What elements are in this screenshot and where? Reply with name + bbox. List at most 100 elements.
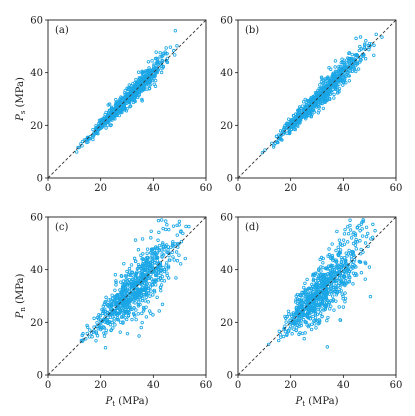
data-point (331, 87, 335, 92)
data-point (331, 263, 335, 268)
data-point (80, 139, 85, 144)
data-point (364, 225, 369, 230)
x-tick-label: 0 (235, 183, 241, 194)
data-point (173, 242, 177, 246)
data-point (183, 256, 187, 261)
data-point (328, 307, 332, 311)
data-point (347, 56, 351, 61)
data-point (307, 291, 311, 295)
data-point (294, 318, 298, 322)
data-point (344, 251, 348, 255)
data-point (121, 321, 125, 325)
data-point (122, 290, 126, 294)
x-tick-label: 0 (235, 380, 241, 391)
data-point (146, 300, 150, 304)
data-point (116, 318, 121, 322)
data-point (162, 267, 167, 272)
x-tick-label: 0 (45, 380, 51, 391)
data-point (91, 137, 95, 142)
data-point (98, 326, 102, 330)
data-point (121, 279, 126, 283)
data-point (292, 312, 296, 317)
data-point (330, 254, 335, 258)
data-point (363, 241, 368, 245)
data-point (354, 273, 359, 277)
data-point (158, 285, 163, 289)
data-point (86, 325, 90, 329)
data-point (316, 99, 320, 103)
data-point (121, 286, 125, 291)
data-point (136, 248, 141, 252)
data-point (326, 254, 330, 258)
data-point (145, 70, 149, 74)
data-point (148, 294, 152, 298)
data-point (150, 59, 154, 63)
data-point (316, 307, 321, 312)
data-point (124, 282, 129, 286)
data-point (174, 250, 179, 254)
data-point (88, 328, 92, 332)
data-point (317, 99, 321, 103)
data-point (342, 255, 347, 260)
data-point (151, 64, 156, 68)
data-point (318, 311, 323, 315)
data-point (297, 316, 301, 321)
data-point (333, 284, 337, 288)
data-point (331, 299, 335, 303)
data-point (358, 35, 363, 39)
data-point (157, 230, 161, 235)
data-point (282, 327, 286, 331)
data-point (160, 59, 165, 63)
data-point (290, 332, 294, 336)
data-point (301, 313, 305, 318)
data-point (327, 292, 332, 296)
x-tick-label: 60 (200, 183, 213, 194)
scatter-points (79, 218, 191, 350)
data-point (304, 117, 308, 121)
data-point (321, 106, 326, 111)
data-point (133, 276, 138, 280)
data-point (130, 282, 134, 286)
data-point (298, 331, 302, 335)
data-point (332, 308, 336, 312)
data-point (369, 237, 373, 241)
data-point (317, 321, 322, 325)
data-point (107, 320, 111, 324)
data-point (336, 245, 340, 250)
data-point (149, 251, 153, 255)
data-point (123, 92, 127, 97)
data-point (153, 84, 158, 88)
data-point (345, 254, 349, 258)
data-point (322, 289, 326, 293)
data-point (328, 274, 333, 278)
data-point (109, 303, 113, 307)
data-point (137, 93, 142, 97)
data-point (172, 258, 176, 262)
data-point (140, 311, 144, 316)
data-point (340, 257, 344, 262)
data-point (143, 299, 148, 303)
data-point (343, 283, 347, 288)
data-point (122, 300, 127, 304)
data-point (104, 126, 108, 130)
data-point (94, 129, 99, 134)
data-point (291, 113, 296, 118)
x-tick-label: 40 (337, 183, 350, 194)
data-point (326, 279, 331, 283)
data-point (359, 222, 364, 226)
data-point (320, 314, 324, 319)
x-tick-label: 60 (200, 380, 213, 391)
data-point (373, 229, 377, 233)
data-point (138, 271, 142, 275)
data-point (152, 62, 156, 66)
data-point (347, 51, 351, 56)
data-point (150, 69, 154, 73)
data-point (104, 328, 109, 333)
data-point (145, 251, 149, 255)
data-point (141, 309, 146, 313)
data-point (187, 224, 191, 229)
data-point (148, 285, 152, 289)
data-point (337, 289, 342, 294)
data-point (368, 294, 373, 299)
data-point (114, 283, 118, 287)
